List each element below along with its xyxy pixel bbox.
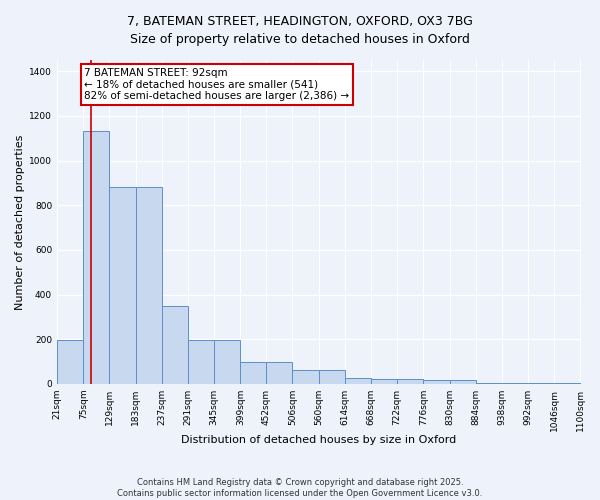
Text: Size of property relative to detached houses in Oxford: Size of property relative to detached ho… (130, 32, 470, 46)
Text: 7, BATEMAN STREET, HEADINGTON, OXFORD, OX3 7BG: 7, BATEMAN STREET, HEADINGTON, OXFORD, O… (127, 15, 473, 28)
Bar (109, 188, 136, 384)
Text: Contains HM Land Registry data © Crown copyright and database right 2025.
Contai: Contains HM Land Registry data © Crown c… (118, 478, 482, 498)
Bar (449, 380, 476, 384)
Bar (345, 378, 371, 384)
Bar (476, 382, 502, 384)
Bar (319, 370, 345, 384)
Bar (292, 370, 319, 384)
Bar (528, 382, 554, 384)
X-axis label: Distribution of detached houses by size in Oxford: Distribution of detached houses by size … (181, 435, 457, 445)
Bar (424, 380, 449, 384)
Bar (188, 340, 214, 384)
Bar (241, 362, 266, 384)
Bar (162, 306, 188, 384)
Bar (266, 362, 292, 384)
Y-axis label: Number of detached properties: Number of detached properties (15, 134, 25, 310)
Bar (136, 188, 162, 384)
Bar (397, 380, 424, 384)
Bar (83, 132, 109, 384)
Bar (554, 383, 581, 384)
Bar (502, 382, 528, 384)
Text: 7 BATEMAN STREET: 92sqm
← 18% of detached houses are smaller (541)
82% of semi-d: 7 BATEMAN STREET: 92sqm ← 18% of detache… (84, 68, 349, 101)
Bar (214, 340, 241, 384)
Bar (57, 340, 83, 384)
Bar (371, 380, 397, 384)
